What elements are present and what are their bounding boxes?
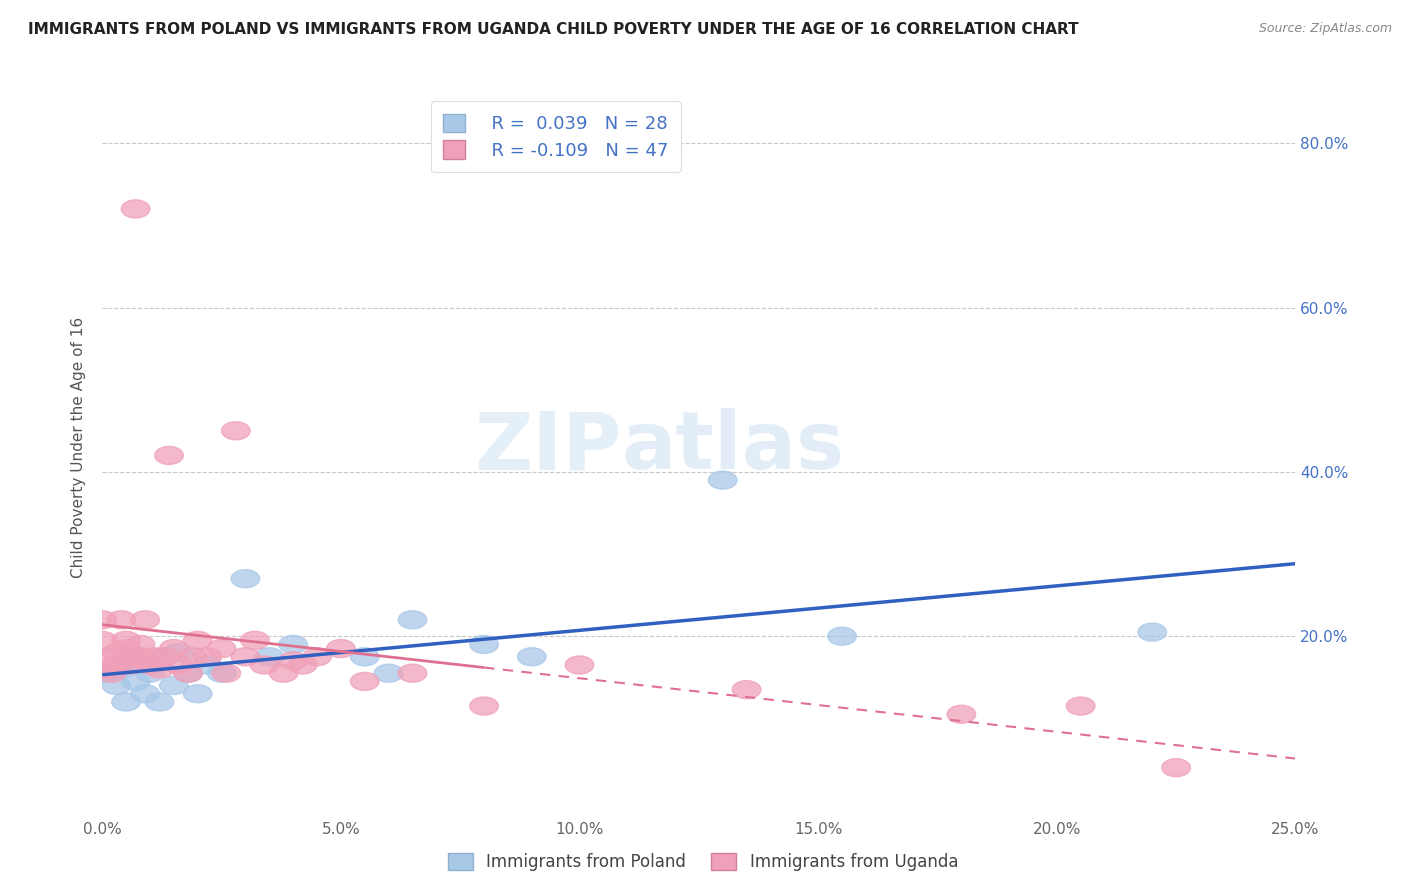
Ellipse shape <box>159 676 188 695</box>
Ellipse shape <box>127 648 155 665</box>
Ellipse shape <box>93 648 121 665</box>
Ellipse shape <box>131 611 159 629</box>
Ellipse shape <box>111 632 141 649</box>
Ellipse shape <box>207 640 236 657</box>
Ellipse shape <box>127 656 155 674</box>
Ellipse shape <box>107 611 135 629</box>
Ellipse shape <box>155 446 183 465</box>
Ellipse shape <box>1137 624 1167 641</box>
Text: atlas: atlas <box>621 409 845 486</box>
Ellipse shape <box>145 660 174 678</box>
Ellipse shape <box>212 665 240 682</box>
Ellipse shape <box>117 648 145 665</box>
Ellipse shape <box>174 665 202 682</box>
Ellipse shape <box>127 635 155 654</box>
Ellipse shape <box>948 706 976 723</box>
Ellipse shape <box>179 648 207 665</box>
Ellipse shape <box>193 648 222 665</box>
Ellipse shape <box>93 665 121 682</box>
Ellipse shape <box>111 648 141 665</box>
Ellipse shape <box>398 665 427 682</box>
Ellipse shape <box>131 685 159 703</box>
Ellipse shape <box>121 200 150 218</box>
Ellipse shape <box>150 648 179 665</box>
Ellipse shape <box>278 635 308 654</box>
Legend: Immigrants from Poland, Immigrants from Uganda: Immigrants from Poland, Immigrants from … <box>440 845 966 880</box>
Ellipse shape <box>183 685 212 703</box>
Ellipse shape <box>1066 697 1095 715</box>
Ellipse shape <box>207 665 236 682</box>
Ellipse shape <box>165 644 193 662</box>
Ellipse shape <box>111 693 141 711</box>
Ellipse shape <box>231 570 260 588</box>
Ellipse shape <box>141 648 169 665</box>
Ellipse shape <box>470 697 498 715</box>
Ellipse shape <box>103 676 131 695</box>
Ellipse shape <box>193 656 222 674</box>
Ellipse shape <box>350 648 380 665</box>
Ellipse shape <box>89 632 117 649</box>
Ellipse shape <box>103 656 131 674</box>
Y-axis label: Child Poverty Under the Age of 16: Child Poverty Under the Age of 16 <box>72 317 86 578</box>
Ellipse shape <box>150 648 179 665</box>
Ellipse shape <box>470 635 498 654</box>
Ellipse shape <box>517 648 546 665</box>
Ellipse shape <box>107 660 135 678</box>
Ellipse shape <box>111 640 141 657</box>
Ellipse shape <box>103 644 131 662</box>
Ellipse shape <box>222 422 250 440</box>
Ellipse shape <box>121 673 150 690</box>
Ellipse shape <box>1161 759 1191 777</box>
Legend:   R =  0.039   N = 28,   R = -0.109   N = 47: R = 0.039 N = 28, R = -0.109 N = 47 <box>430 102 681 172</box>
Ellipse shape <box>183 632 212 649</box>
Text: Source: ZipAtlas.com: Source: ZipAtlas.com <box>1258 22 1392 36</box>
Ellipse shape <box>374 665 404 682</box>
Ellipse shape <box>117 648 145 665</box>
Ellipse shape <box>326 640 356 657</box>
Ellipse shape <box>398 611 427 629</box>
Ellipse shape <box>288 656 316 674</box>
Ellipse shape <box>278 652 308 670</box>
Text: IMMIGRANTS FROM POLAND VS IMMIGRANTS FROM UGANDA CHILD POVERTY UNDER THE AGE OF : IMMIGRANTS FROM POLAND VS IMMIGRANTS FRO… <box>28 22 1078 37</box>
Ellipse shape <box>135 665 165 682</box>
Ellipse shape <box>159 640 188 657</box>
Text: ZIP: ZIP <box>474 409 621 486</box>
Ellipse shape <box>565 656 593 674</box>
Ellipse shape <box>270 665 298 682</box>
Ellipse shape <box>97 665 127 682</box>
Ellipse shape <box>135 656 165 674</box>
Ellipse shape <box>165 656 193 674</box>
Ellipse shape <box>89 611 117 629</box>
Ellipse shape <box>117 656 145 674</box>
Ellipse shape <box>93 660 121 678</box>
Ellipse shape <box>250 656 278 674</box>
Ellipse shape <box>254 648 284 665</box>
Ellipse shape <box>350 673 380 690</box>
Ellipse shape <box>828 627 856 645</box>
Ellipse shape <box>240 632 270 649</box>
Ellipse shape <box>733 681 761 698</box>
Ellipse shape <box>302 648 332 665</box>
Ellipse shape <box>174 665 202 682</box>
Ellipse shape <box>145 693 174 711</box>
Ellipse shape <box>709 471 737 489</box>
Ellipse shape <box>231 648 260 665</box>
